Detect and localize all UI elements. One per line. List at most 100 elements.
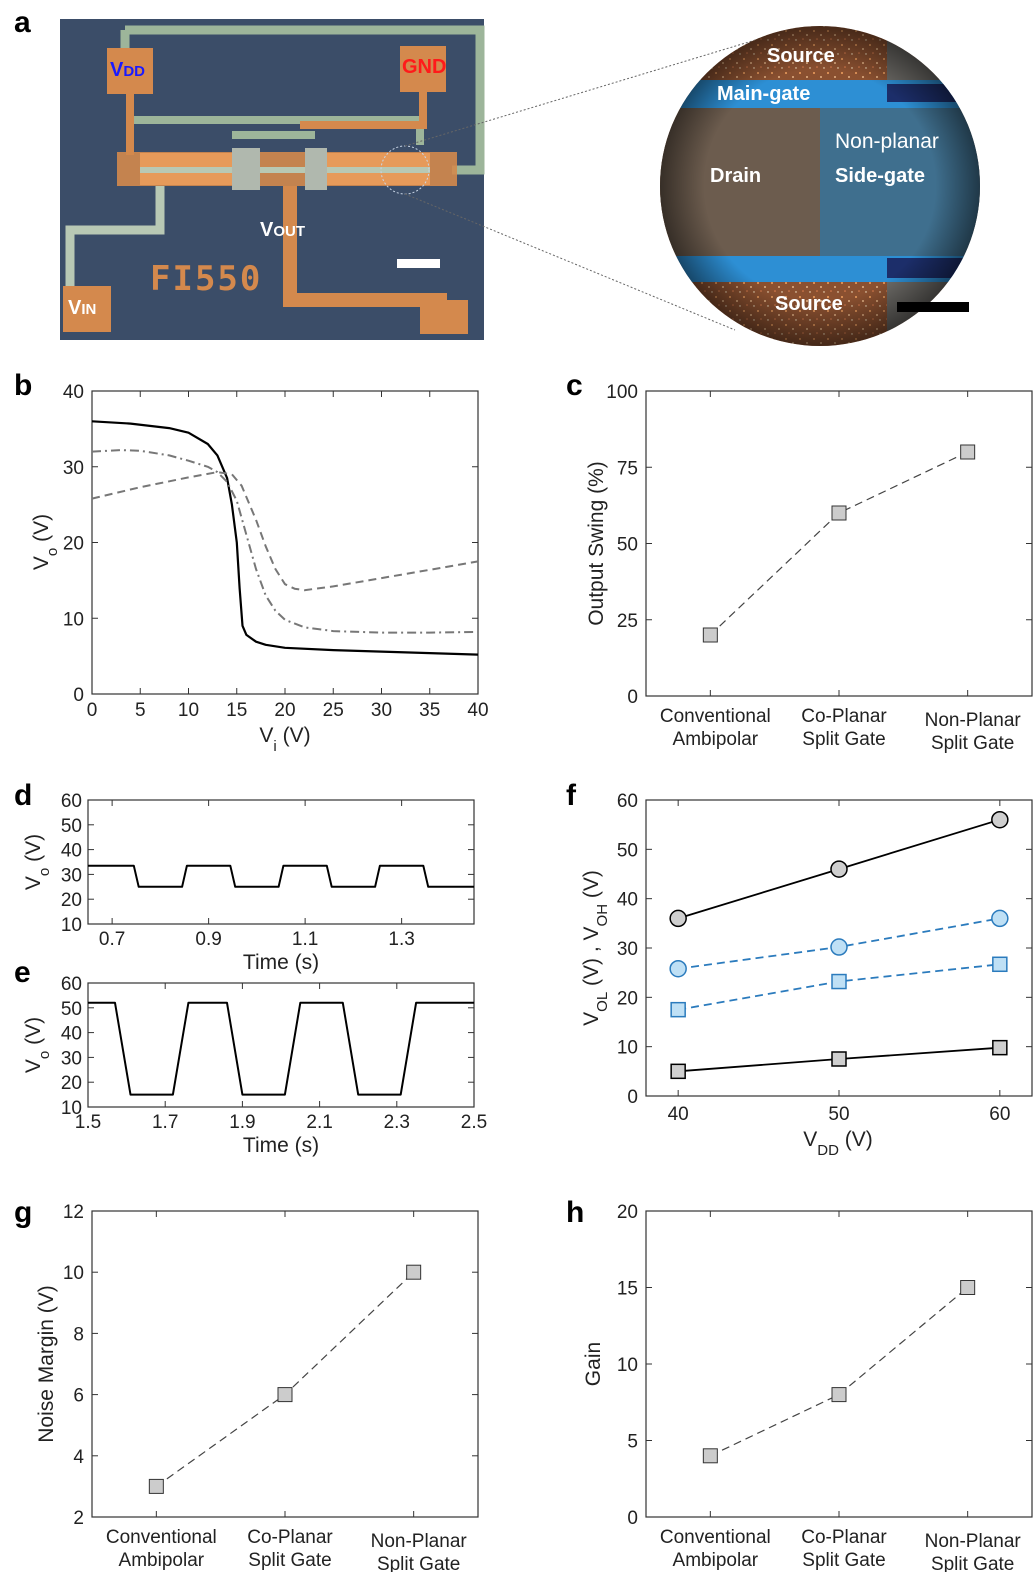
- chart-g-ylabel: Noise Margin (V): [35, 1285, 58, 1443]
- chart-b-xtick-label: 0: [87, 700, 98, 721]
- chart-g-category-label: Ambipolar: [119, 1550, 205, 1571]
- chart-b-xtick-label: 20: [274, 700, 295, 721]
- chart-g-ytick-label: 4: [73, 1447, 84, 1468]
- chart-b-xtick-label: 35: [419, 700, 440, 721]
- chart-d-ylabel-sub: o: [36, 868, 53, 876]
- chart-h-category-label: Split Gate: [931, 1554, 1014, 1572]
- chart-f-ylabel-sub-0: OL: [594, 992, 611, 1012]
- zoom-source-bottom-label: Source: [775, 293, 843, 315]
- chart-h-series-line: [710, 1287, 969, 1457]
- chart-f-ytick-label: 60: [617, 791, 638, 812]
- chart-c-category-label: Co-Planar: [801, 706, 887, 727]
- chart-f-xtick-label: 60: [989, 1104, 1010, 1125]
- zoom-main-gate-label: Main-gate: [717, 83, 810, 105]
- chart-c-category-label: Conventional: [660, 706, 771, 727]
- chart-f-series-1-point: [991, 909, 1009, 928]
- chip-micrograph: VDD GND VOUT VIN FI550: [60, 19, 485, 340]
- chart-c-category-label: Ambipolar: [673, 729, 759, 750]
- chart-f-series-3-point: [670, 1063, 686, 1080]
- chart-f-series-2-point: [670, 1001, 686, 1018]
- chart-e-ylabel-main: V: [22, 1059, 45, 1073]
- chart-h-ytick-label: 20: [617, 1202, 638, 1223]
- chart-d-ytick-label: 20: [61, 890, 82, 911]
- chart-d-xtick-label: 1.3: [388, 929, 414, 950]
- chart-f-ylabel-unit-1: (V): [580, 870, 603, 904]
- chart-b-ylabel-unit: (V): [30, 514, 53, 548]
- panel-letter-b: b: [14, 369, 32, 402]
- chart-f-ylabel-main-1: V: [580, 926, 603, 940]
- panel-letter-f: f: [566, 779, 577, 812]
- chart-b-series-0-line: [91, 420, 479, 656]
- chart-b-xtick-label: 30: [371, 700, 392, 721]
- chart-c-ytick-label: 75: [617, 458, 638, 479]
- chart-b-ytick-label: 30: [63, 458, 84, 479]
- chart-g-ytick-label: 8: [73, 1324, 84, 1345]
- panel-letter-d: d: [14, 779, 32, 812]
- scale-bar-black: [897, 302, 969, 312]
- chart-f-ytick-label: 10: [617, 1038, 638, 1059]
- chart-f-xlabel-main: V: [803, 1128, 817, 1151]
- chart-h-category-label: Split Gate: [802, 1550, 885, 1571]
- chart-d-frame: [87, 799, 475, 925]
- chart-f-ytick-label: 50: [617, 840, 638, 861]
- chart-g-ytick-label: 12: [63, 1202, 84, 1223]
- chart-f-ylabel: VOL (V) , VOH (V): [580, 870, 611, 1026]
- chart-h-ytick-label: 5: [627, 1432, 638, 1453]
- chart-f-series-3-point: [992, 1039, 1008, 1056]
- chart-h-ytick-label: 15: [617, 1279, 638, 1300]
- chart-f-series-1-point: [830, 938, 848, 956]
- chart-e-ytick-label: 10: [61, 1098, 82, 1119]
- chart-h-category-label: Co-Planar: [801, 1527, 887, 1548]
- chart-d-xlabel: Time (s): [243, 951, 319, 974]
- chart-g-ytick-label: 10: [63, 1263, 84, 1284]
- scale-bar-white: [397, 259, 440, 268]
- chart-h-point: [831, 1387, 847, 1403]
- chart-c-series-line: [709, 451, 968, 636]
- chart-h-point: [960, 1280, 976, 1295]
- chart-h-frame: [645, 1210, 1033, 1518]
- chart-e-ytick-label: 30: [61, 1048, 82, 1069]
- panel-letter-c: c: [566, 369, 583, 402]
- zoom-side-gate-label: Side-gate: [835, 165, 925, 187]
- chart-g-ytick-label: 6: [73, 1386, 84, 1407]
- chart-c-ytick-label: 25: [617, 611, 638, 632]
- chart-f-ytick-label: 0: [627, 1087, 638, 1108]
- chart-d-signal-line: [88, 864, 474, 888]
- gnd-label: GND: [402, 56, 446, 78]
- chart-b-ylabel-sub: o: [44, 548, 61, 556]
- chart-f-ylabel-sub-1: OH: [594, 904, 611, 927]
- chart-g-category-label: Non-Planar: [371, 1531, 468, 1552]
- chart-f-series-1-point: [669, 959, 687, 978]
- chart-g-noise-margin: 24681012ConventionalAmbipolarCo-PlanarSp…: [35, 1202, 479, 1572]
- chart-g-ytick-label: 2: [73, 1508, 84, 1529]
- chart-g-category-label: Split Gate: [377, 1554, 460, 1572]
- chart-d-ytick-label: 40: [61, 841, 82, 862]
- zoom-source-top-label: Source: [767, 45, 835, 67]
- chart-c-ytick-label: 100: [606, 382, 638, 403]
- chart-f-series-0-point: [669, 909, 687, 928]
- chart-e-xtick-label: 1.7: [152, 1112, 178, 1133]
- chart-e-ytick-label: 50: [61, 999, 82, 1020]
- chart-e-xlabel: Time (s): [243, 1134, 319, 1157]
- chart-f-ylabel-main-0: V: [580, 1012, 603, 1026]
- chart-g-point: [148, 1478, 164, 1494]
- chart-h-ylabel: Gain: [582, 1342, 605, 1386]
- chart-h-point: [702, 1448, 718, 1464]
- chart-e-xtick-label: 1.5: [75, 1112, 101, 1133]
- chart-c-category-label: Non-Planar: [925, 710, 1022, 731]
- chart-h-ytick-label: 10: [617, 1355, 638, 1376]
- zoom-guide-bottom: [404, 193, 736, 331]
- chart-e-ylabel: Vo (V): [22, 1017, 53, 1073]
- chart-g-point: [277, 1387, 293, 1403]
- chart-e-xtick-label: 2.5: [461, 1112, 487, 1133]
- chart-f-xlabel-sub: DD: [817, 1142, 839, 1159]
- chart-e-ytick-label: 60: [61, 974, 82, 995]
- chart-b-xlabel-sub: i: [273, 738, 276, 755]
- chart-e-ylabel-unit: (V): [22, 1017, 45, 1051]
- chart-e-xtick-label: 2.3: [384, 1112, 410, 1133]
- chart-f-ytick-label: 40: [617, 890, 638, 911]
- chart-c-point: [960, 444, 976, 460]
- chart-f-series-2-point: [992, 956, 1008, 973]
